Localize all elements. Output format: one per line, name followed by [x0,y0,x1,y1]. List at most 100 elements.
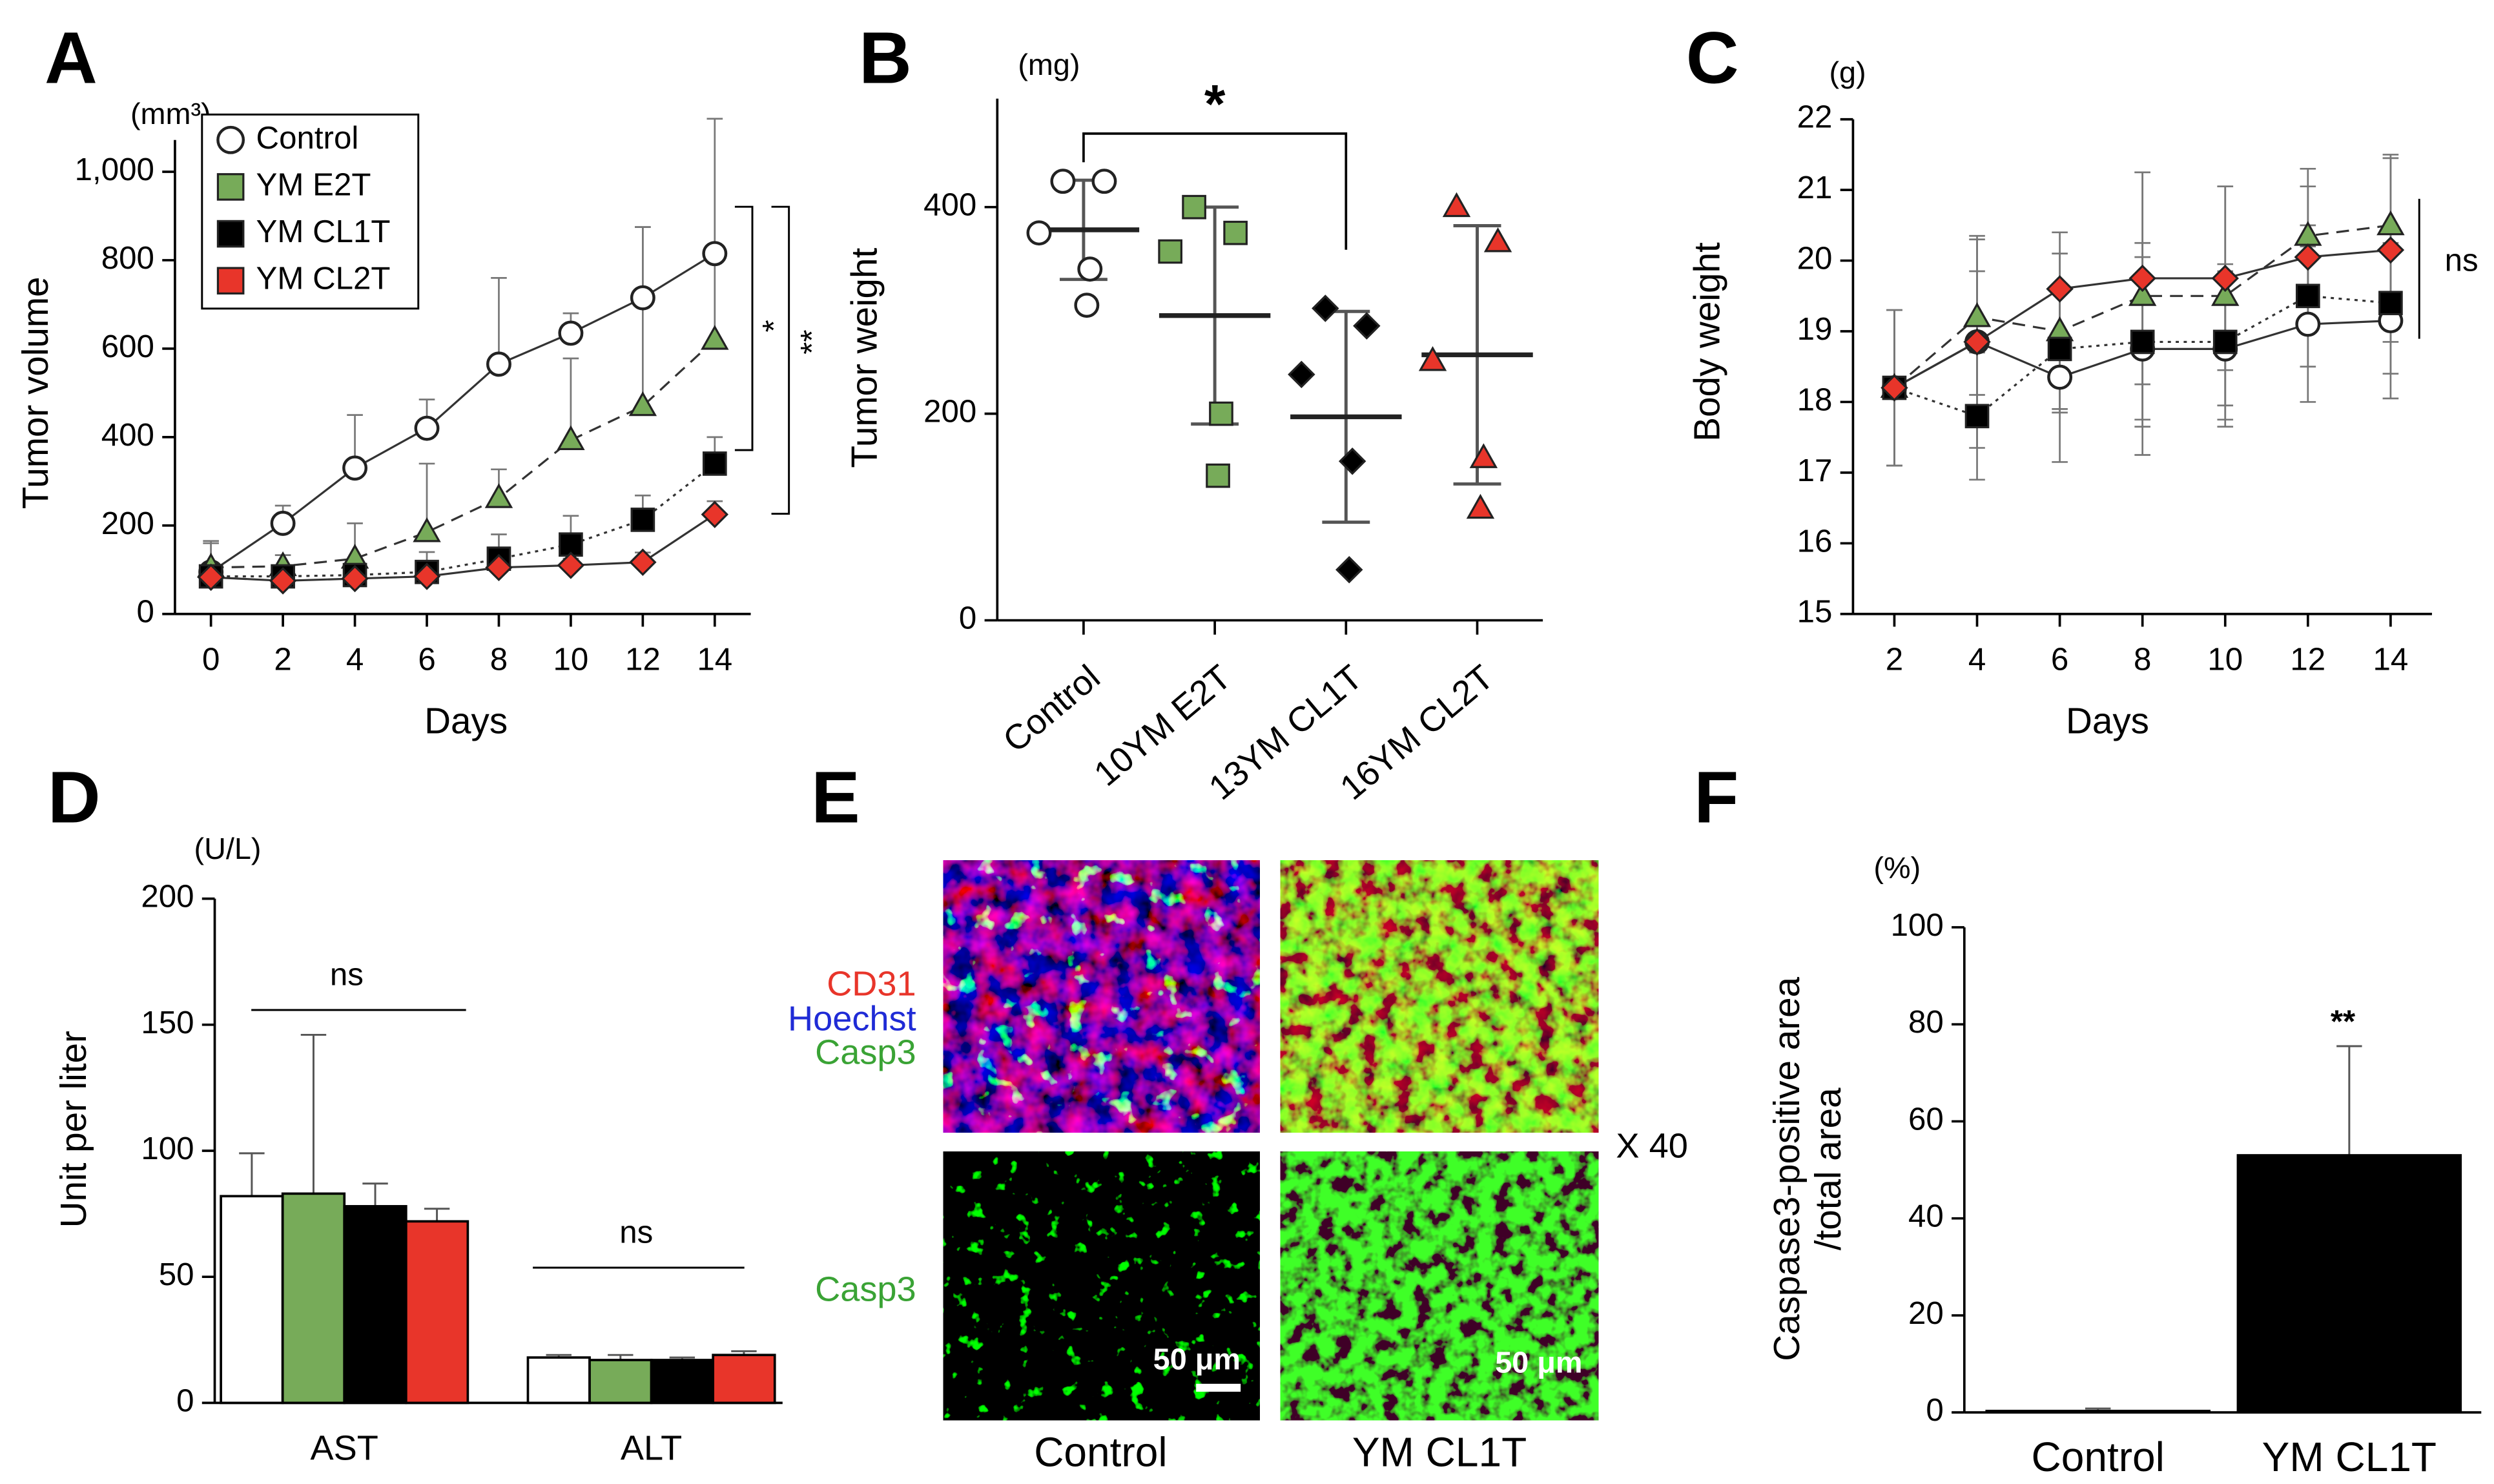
scale-bar-label: 50 μm [1495,1346,1582,1379]
marker [629,548,657,576]
y-axis-label: Body weight [1687,242,1728,442]
y-tick-label: 22 [1797,99,1833,135]
stain-label: Casp3 [815,1270,916,1308]
bar [712,1354,776,1405]
marker [1209,401,1233,426]
bar [281,1192,346,1405]
marker [216,267,245,295]
y-tick-label: 15 [1797,594,1833,630]
y-tick-label: 50 [159,1257,194,1292]
panel-e: E CD31 Hoechst Casp3 Casp3 50 μm 50 μm X… [788,757,1688,1476]
significance-label: ns [2445,242,2479,278]
x-tick-label: 0 [202,642,220,677]
marker [2295,311,2321,337]
marker [2047,336,2072,362]
marker [2211,281,2240,306]
marker [557,551,585,579]
panel-letter: E [811,757,860,839]
x-tick-label: 8 [490,642,508,677]
marker [1223,220,1248,245]
scale-bar-label: 50 μm [1153,1343,1241,1376]
y-tick-label: 17 [1797,453,1833,488]
significance-bracket [771,205,790,515]
y-axis-label: Caspase3-positive area [1767,976,1808,1361]
bar [526,1356,591,1405]
y-tick-label: 200 [923,394,976,429]
bar [404,1220,469,1405]
marker [702,451,727,476]
marker [2376,236,2405,264]
x-tick-label: 8 [2134,642,2151,677]
marker [1050,169,1076,194]
marker [484,483,513,508]
marker [270,510,296,536]
marker [1206,463,1230,488]
marker [216,125,245,154]
x-tick-label: YM CL1T [2262,1434,2437,1480]
marker [1442,192,1471,218]
y-tick-label: 0 [137,594,154,630]
x-axis-label: Days [2066,701,2149,742]
marker [1091,169,1117,194]
marker [1963,302,1992,327]
significance-label: ** [794,329,830,354]
y-tick-label: 0 [959,601,976,636]
marker [1158,239,1183,264]
bar [588,1359,653,1405]
x-tick-label: 6 [418,642,435,677]
micrograph [1280,860,1599,1133]
marker [1288,360,1315,389]
marker [628,391,657,417]
marker [1963,328,1991,356]
bar [2236,1154,2462,1414]
y-axis-label: Tumor volume [15,276,56,509]
significance-label: ** [2331,1004,2356,1040]
y-tick-label: 0 [176,1383,194,1418]
y-tick-label: 18 [1797,382,1833,417]
y-tick-label: 60 [1908,1101,1944,1137]
bar [650,1359,715,1405]
y-tick-label: 800 [101,240,154,276]
marker [702,241,728,267]
panel-letter: F [1694,757,1738,839]
marker [1182,194,1206,220]
significance-label: * [1204,74,1226,134]
significance-label: ns [619,1214,653,1250]
y-axis-label: Unit per liter [54,1031,94,1228]
unit-label: (U/L) [194,832,261,865]
panel-letter: A [45,17,98,99]
marker [1077,256,1103,282]
scale-bar [1196,1383,1241,1392]
x-tick-label: 10 [2207,642,2243,677]
y-tick-label: 1,000 [75,152,154,187]
micrograph [943,1151,1260,1421]
marker [2294,243,2322,271]
marker [1312,294,1339,322]
marker [630,508,655,532]
x-tick-label: ALT [621,1429,682,1468]
marker [2128,281,2157,306]
y-tick-label: 400 [101,417,154,453]
bar [220,1195,284,1405]
marker [413,517,441,542]
marker [486,351,511,377]
y-tick-label: 100 [1891,907,1944,943]
marker [558,320,584,346]
stain-label: Casp3 [815,1033,916,1071]
y-tick-label: 20 [1908,1295,1944,1331]
y-tick-label: 19 [1797,311,1833,347]
x-tick-label: Control [996,658,1107,760]
y-tick-label: 100 [141,1131,194,1166]
y-tick-label: 21 [1797,170,1833,205]
marker [342,455,368,481]
panel-letter: D [48,757,101,839]
stain-label: CD31 [827,964,916,1003]
unit-label: (g) [1829,56,1866,89]
column-label: Control [1034,1429,1167,1476]
marker [1353,312,1381,340]
y-axis-label: Tumor weight [844,247,885,468]
marker [2211,264,2239,293]
marker [2046,275,2074,303]
marker [1483,227,1512,252]
x-tick-label: 2 [274,642,291,677]
